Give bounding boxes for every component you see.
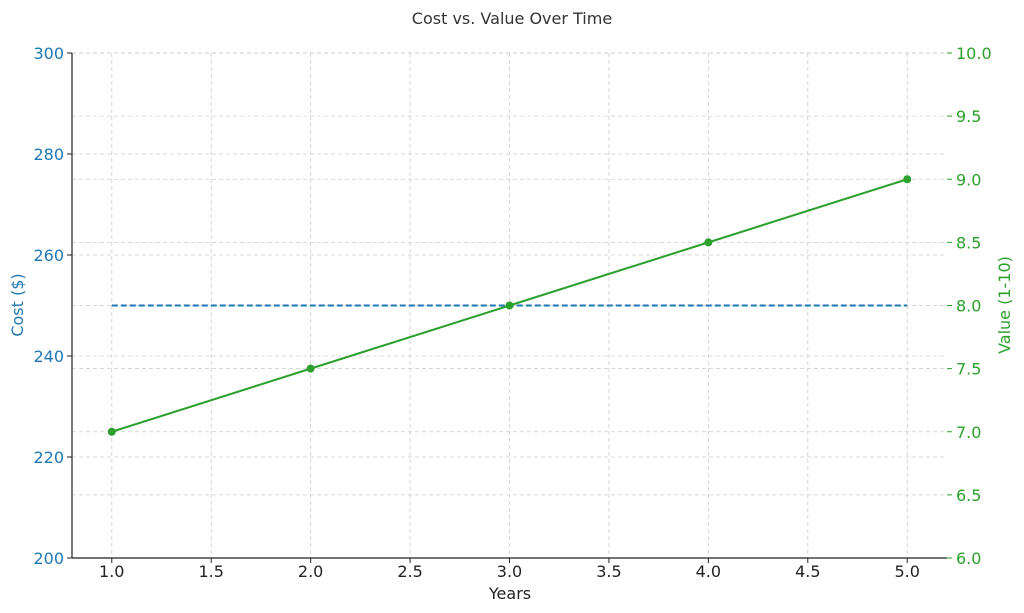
- y-right-tick-label: 6.0: [956, 549, 981, 568]
- x-tick-label: 2.5: [397, 562, 422, 581]
- y-right-tick-label: 8.5: [956, 233, 981, 252]
- x-tick-label: 1.5: [198, 562, 223, 581]
- y-right-tick-label: 7.5: [956, 360, 981, 379]
- y-right-tick-label: 10.0: [956, 44, 992, 63]
- y-right-tick-label: 6.5: [956, 486, 981, 505]
- y-left-tick-label: 200: [33, 549, 64, 568]
- x-tick-label: 4.5: [795, 562, 820, 581]
- y-left-tick-label: 280: [33, 145, 64, 164]
- y-right-tick-label: 9.0: [956, 170, 981, 189]
- series-point-right: [306, 364, 315, 373]
- y-right-tick-label: 9.5: [956, 107, 981, 126]
- y-left-tick-label: 300: [33, 44, 64, 63]
- series-point-right: [107, 427, 116, 436]
- series-point-right: [505, 301, 514, 310]
- y-right-tick-label: 7.0: [956, 423, 981, 442]
- series: [107, 175, 912, 436]
- x-tick-label: 4.0: [696, 562, 721, 581]
- chart-title: Cost vs. Value Over Time: [412, 9, 612, 28]
- y-left-tick-label: 260: [33, 246, 64, 265]
- y-left-tick-label: 220: [33, 448, 64, 467]
- series-point-right: [704, 238, 713, 247]
- x-ticks: 1.0 1.5 2.0 2.5 3.0 3.5 4.0 4.5 5.0: [99, 558, 920, 581]
- y-left-tick-label: 240: [33, 347, 64, 366]
- x-tick-label: 2.0: [298, 562, 323, 581]
- y-right-tick-label: 8.0: [956, 297, 981, 316]
- y-right-ticks: 6.0 6.5 7.0 7.5 8.0 8.5 9.0 9.5 10.0: [947, 44, 992, 568]
- y-right-axis-label: Value (1-10): [995, 256, 1014, 354]
- y-left-ticks: 200 220 240 260 280 300: [33, 44, 72, 568]
- x-axis-label: Years: [488, 584, 531, 603]
- series-point-right: [903, 175, 912, 184]
- x-tick-label: 3.5: [596, 562, 621, 581]
- x-tick-label: 5.0: [895, 562, 920, 581]
- grid: [72, 52, 947, 558]
- x-tick-label: 1.0: [99, 562, 124, 581]
- y-left-axis-label: Cost ($): [8, 273, 27, 336]
- x-tick-label: 3.0: [497, 562, 522, 581]
